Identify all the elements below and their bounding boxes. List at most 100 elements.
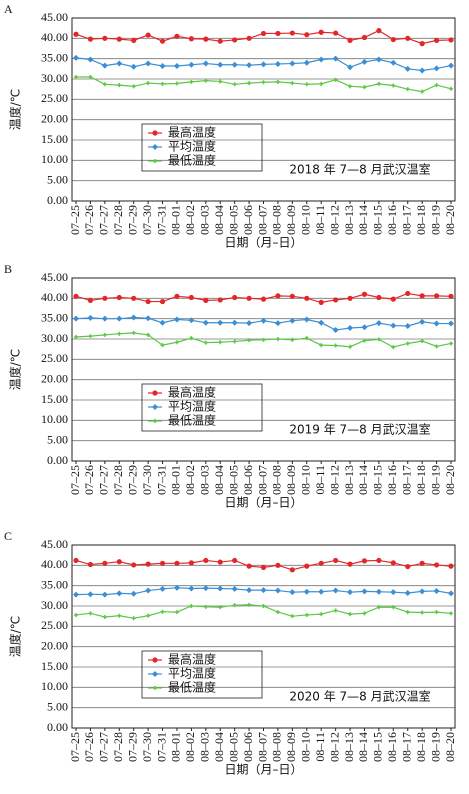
data-point: [246, 35, 252, 41]
data-point: [260, 61, 267, 68]
data-point: [318, 299, 324, 305]
data-point: [73, 54, 79, 61]
data-point: [333, 77, 338, 82]
y-tick-label: 0.00: [47, 453, 68, 467]
x-tick-label: 08–10: [299, 205, 313, 235]
data-point: [174, 293, 180, 299]
x-tick-label: 07–27: [97, 205, 111, 235]
x-axis-title: 日期（月–日）: [224, 236, 302, 250]
panel-label: C: [4, 529, 12, 543]
data-point: [361, 588, 368, 595]
data-point: [290, 81, 295, 86]
x-tick-label: 08–04: [212, 732, 226, 762]
data-point: [391, 345, 396, 350]
x-tick-label: 07–31: [154, 205, 168, 235]
data-point: [348, 84, 353, 89]
data-point: [449, 341, 453, 346]
data-point: [419, 293, 425, 299]
data-point: [304, 32, 310, 38]
x-tick-label: 08–02: [183, 465, 197, 495]
data-point: [173, 316, 180, 323]
y-tick-label: 5.00: [47, 432, 68, 446]
data-point: [188, 294, 194, 301]
y-tick-label: 25.00: [41, 91, 68, 105]
data-point: [131, 84, 136, 89]
data-point: [347, 37, 353, 43]
data-point: [347, 64, 354, 71]
data-point: [232, 603, 237, 608]
x-tick-label: 08–01: [169, 205, 183, 235]
x-tick-label: 08–15: [371, 732, 385, 762]
panel-label: A: [4, 2, 13, 16]
x-tick-label: 08–05: [226, 205, 240, 235]
data-point: [173, 584, 180, 591]
legend-marker: [152, 657, 158, 663]
data-point: [289, 60, 296, 67]
legend-label: 最高温度: [168, 385, 216, 400]
y-tick-label: 0.00: [47, 193, 68, 207]
x-tick-label: 08–12: [327, 465, 341, 495]
data-point: [174, 340, 179, 345]
data-point: [275, 610, 280, 615]
data-point: [362, 611, 367, 616]
data-point: [188, 585, 195, 592]
panel-label: B: [4, 262, 12, 276]
data-point: [116, 60, 123, 67]
data-point: [362, 85, 367, 90]
data-point: [101, 315, 108, 322]
x-tick-label: 08–20: [443, 465, 457, 495]
legend-label: 最低温度: [168, 413, 216, 428]
data-point: [391, 83, 396, 88]
y-tick-label: 25.00: [41, 351, 68, 365]
y-tick-label: 30.00: [41, 71, 68, 85]
y-tick-label: 25.00: [41, 618, 68, 632]
data-point: [145, 561, 151, 567]
data-point: [232, 37, 238, 43]
data-point: [260, 296, 267, 302]
data-point: [102, 332, 107, 337]
y-axis-title: 温度/℃: [8, 89, 23, 131]
x-tick-label: 07–29: [125, 465, 139, 495]
data-point: [376, 81, 381, 86]
y-tick-label: 40.00: [41, 290, 68, 304]
legend-box: [141, 383, 263, 432]
y-tick-label: 15.00: [41, 132, 68, 146]
legend-marker: [152, 671, 158, 677]
y-axis-title: 温度/℃: [8, 349, 23, 391]
data-point: [159, 319, 166, 326]
data-point: [318, 560, 324, 566]
x-tick-label: 07–25: [68, 732, 82, 762]
data-point: [420, 610, 425, 615]
data-point: [87, 561, 94, 568]
data-point: [433, 320, 440, 327]
x-tick-label: 08–19: [428, 732, 442, 762]
data-point: [290, 614, 295, 619]
data-point: [420, 89, 425, 94]
data-point: [231, 319, 238, 326]
x-tick-label: 08–10: [299, 732, 313, 762]
data-point: [304, 612, 309, 617]
x-tick-label: 08–07: [255, 732, 269, 762]
data-point: [361, 291, 368, 297]
x-tick-label: 08–12: [327, 205, 341, 235]
x-tick-label: 07–28: [111, 465, 125, 495]
x-tick-label: 08–04: [212, 205, 226, 235]
legend-marker: [152, 144, 158, 150]
data-point: [332, 327, 339, 334]
data-point: [247, 81, 252, 86]
data-point: [246, 563, 252, 569]
data-point: [433, 293, 440, 299]
data-point: [261, 604, 266, 608]
x-tick-label: 07–26: [82, 465, 96, 495]
y-axis-title: 温度/℃: [8, 616, 23, 658]
data-point: [318, 56, 325, 63]
x-tick-label: 08–12: [327, 732, 341, 762]
legend-label: 最低温度: [168, 153, 216, 168]
data-point: [390, 322, 397, 329]
data-point: [348, 344, 353, 349]
data-point: [116, 294, 122, 301]
data-point: [375, 56, 382, 63]
y-tick-label: 35.00: [41, 577, 68, 591]
data-point: [87, 591, 94, 598]
x-tick-label: 08–17: [399, 205, 413, 235]
